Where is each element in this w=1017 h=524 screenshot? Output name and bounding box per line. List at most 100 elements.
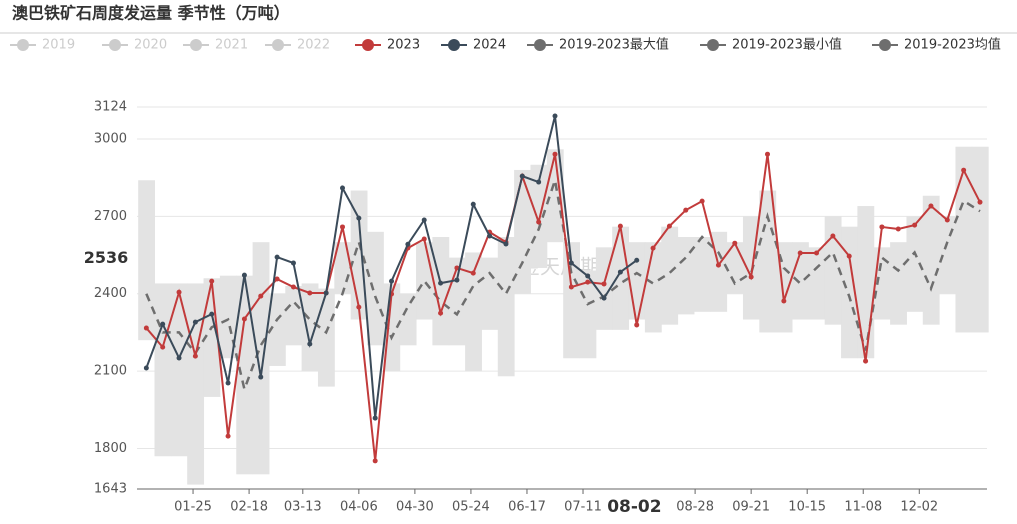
x-tick-label: 03-13: [284, 500, 322, 515]
series-point: [585, 273, 591, 279]
series-point: [928, 203, 934, 209]
series-point: [699, 198, 705, 204]
series-point: [912, 222, 918, 228]
crosshair-y-label: 2536: [84, 248, 129, 267]
series-point: [797, 250, 803, 256]
legend-item[interactable]: 2019-2023均值: [872, 37, 1001, 53]
series-point: [536, 219, 542, 225]
series-point: [568, 284, 574, 290]
x-tick-label: 04-06: [340, 500, 378, 515]
legend-swatch: [272, 39, 284, 51]
legend-item[interactable]: 2019: [10, 38, 75, 53]
series-point: [307, 290, 313, 296]
series-point: [617, 269, 623, 275]
range-band: [268, 293, 286, 366]
series-point: [438, 280, 444, 286]
series-point: [323, 290, 329, 296]
series-point: [209, 278, 215, 284]
range-band: [955, 146, 973, 333]
range-band: [236, 275, 254, 475]
range-band: [383, 283, 401, 372]
legend-item[interactable]: 2019-2023最小值: [700, 37, 842, 53]
series-point: [781, 298, 787, 304]
range-band: [219, 275, 237, 359]
range-band: [514, 169, 531, 294]
crosshair-y-box: [80, 246, 132, 271]
range-band: [301, 283, 319, 372]
series-point: [961, 167, 967, 173]
series-point: [258, 374, 264, 380]
series-point: [454, 265, 460, 271]
chart-title: 澳巴铁矿石周度发运量 季节性（万吨）: [12, 4, 290, 23]
range-band: [154, 283, 172, 457]
series-point: [372, 415, 378, 421]
series-point: [356, 304, 362, 310]
legend-swatch: [109, 39, 121, 51]
y-tick-label: 1800: [94, 441, 127, 456]
series-point: [209, 311, 215, 317]
legend-label: 2020: [134, 38, 167, 53]
legend-swatch: [879, 39, 891, 51]
legend-label: 2021: [215, 38, 248, 53]
series-point: [160, 321, 166, 327]
x-tick-label: 05-24: [452, 500, 490, 515]
series-point: [519, 173, 525, 179]
legend-item[interactable]: 2019-2023最大值: [527, 37, 669, 53]
range-band: [922, 195, 940, 325]
range-band: [317, 288, 335, 387]
legend-item[interactable]: 2020: [102, 38, 167, 53]
legend-label: 2023: [387, 38, 420, 53]
legend-item[interactable]: 2023: [355, 38, 420, 53]
crosshair-x-box: [604, 493, 665, 519]
legend-item[interactable]: 2021: [183, 38, 248, 53]
y-tick-label: 1643: [94, 482, 127, 497]
series-point: [830, 233, 836, 239]
series-point: [764, 151, 770, 157]
range-band: [563, 242, 581, 359]
range-band: [138, 180, 156, 341]
range-band: [808, 247, 826, 320]
y-tick-label: 3124: [94, 100, 127, 115]
range-band: [824, 216, 842, 325]
series-point: [241, 316, 247, 322]
x-tick-label: 06-17: [508, 500, 546, 515]
series-point: [814, 250, 820, 256]
series-point: [225, 380, 231, 386]
crosshair-x-label: 08-02: [607, 497, 661, 517]
series-point: [421, 236, 427, 242]
range-band: [644, 242, 662, 333]
series-point: [438, 310, 444, 316]
y-tick-label: 3000: [94, 131, 127, 146]
series-point: [339, 185, 345, 191]
series-point: [405, 241, 411, 247]
series-point: [192, 319, 198, 325]
series-point: [225, 433, 231, 439]
y-tick-label: 2700: [94, 209, 127, 224]
series-point: [290, 260, 296, 266]
x-tick-label: 11-08: [844, 500, 882, 515]
series-point: [421, 217, 427, 223]
series-line: [145, 153, 981, 461]
range-band: [841, 226, 858, 359]
series-point: [160, 344, 166, 350]
legend-item[interactable]: 2024: [441, 38, 506, 53]
range-band: [792, 242, 809, 320]
range-band: [367, 231, 384, 346]
range-band: [890, 242, 907, 325]
series-point: [356, 215, 362, 221]
series-point: [650, 245, 656, 251]
series-point: [307, 341, 313, 347]
range-band: [693, 236, 711, 312]
legend-label: 2022: [297, 38, 330, 53]
range-band: [726, 242, 744, 294]
legend-item[interactable]: 2022: [265, 38, 330, 53]
x-tick-label: 04-30: [396, 500, 434, 515]
series-point: [944, 217, 950, 223]
series-point: [274, 276, 280, 282]
series-point: [863, 358, 869, 364]
x-tick-label: 09-21: [732, 500, 770, 515]
x-tick-label: 10-15: [788, 500, 826, 515]
range-band: [971, 146, 989, 333]
range-band: [481, 257, 499, 330]
